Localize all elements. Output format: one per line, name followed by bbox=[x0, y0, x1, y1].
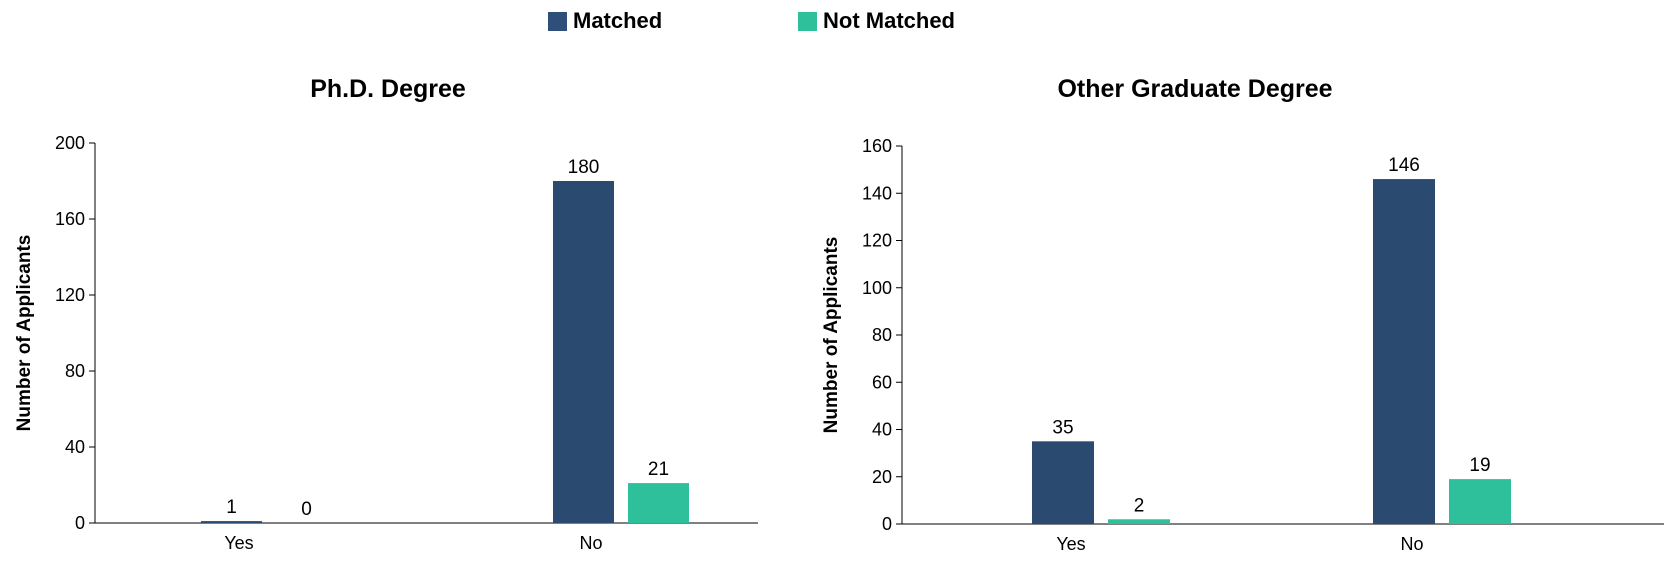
y-tick-label: 20 bbox=[872, 467, 892, 487]
y-tick-label: 160 bbox=[55, 209, 85, 229]
y-tick-label: 140 bbox=[862, 183, 892, 203]
legend-label-not-matched: Not Matched bbox=[823, 8, 955, 33]
legend-swatch-not-matched bbox=[798, 11, 817, 31]
bar-not-matched bbox=[1449, 479, 1511, 524]
chart-title: Other Graduate Degree bbox=[1057, 75, 1332, 103]
bar-matched bbox=[1032, 441, 1094, 524]
chart-title: Ph.D. Degree bbox=[310, 75, 466, 103]
y-tick-label: 60 bbox=[872, 372, 892, 392]
y-tick-label: 80 bbox=[65, 361, 85, 381]
bar-not-matched bbox=[1108, 519, 1170, 524]
legend-swatch-matched bbox=[548, 11, 567, 31]
data-label: 19 bbox=[1469, 455, 1490, 476]
y-tick-label: 160 bbox=[862, 136, 892, 156]
y-tick-label: 200 bbox=[55, 133, 85, 153]
data-label: 35 bbox=[1052, 417, 1073, 438]
data-label: 1 bbox=[226, 497, 237, 518]
bar-not-matched bbox=[628, 483, 689, 523]
legend-item-not-matched[interactable]: Not Matched bbox=[798, 8, 955, 34]
legend-label-matched: Matched bbox=[573, 8, 663, 33]
y-tick-label: 40 bbox=[65, 437, 85, 457]
y-tick-label: 0 bbox=[882, 514, 892, 534]
data-label: 180 bbox=[568, 157, 600, 178]
bar-matched bbox=[1373, 179, 1435, 524]
data-label: 21 bbox=[648, 459, 669, 480]
y-tick-label: 120 bbox=[862, 231, 892, 251]
y-tick-label: 40 bbox=[872, 420, 892, 440]
y-axis-label: Number of Applicants bbox=[14, 235, 35, 432]
x-tick-label: No bbox=[1400, 534, 1423, 554]
chart-legend: Matched Not Matched bbox=[0, 8, 1664, 36]
y-tick-label: 100 bbox=[862, 278, 892, 298]
data-label: 146 bbox=[1388, 155, 1420, 176]
x-tick-label: Yes bbox=[1056, 534, 1085, 554]
bar-matched bbox=[201, 521, 262, 523]
data-label: 0 bbox=[301, 499, 312, 520]
y-tick-label: 0 bbox=[75, 513, 85, 533]
bar-matched bbox=[553, 181, 614, 523]
x-tick-label: No bbox=[579, 533, 602, 553]
legend-item-matched[interactable]: Matched bbox=[548, 8, 662, 34]
y-tick-label: 120 bbox=[55, 285, 85, 305]
x-tick-label: Yes bbox=[224, 533, 253, 553]
data-label: 2 bbox=[1134, 495, 1145, 516]
y-axis-label: Number of Applicants bbox=[821, 237, 842, 434]
y-tick-label: 80 bbox=[872, 325, 892, 345]
